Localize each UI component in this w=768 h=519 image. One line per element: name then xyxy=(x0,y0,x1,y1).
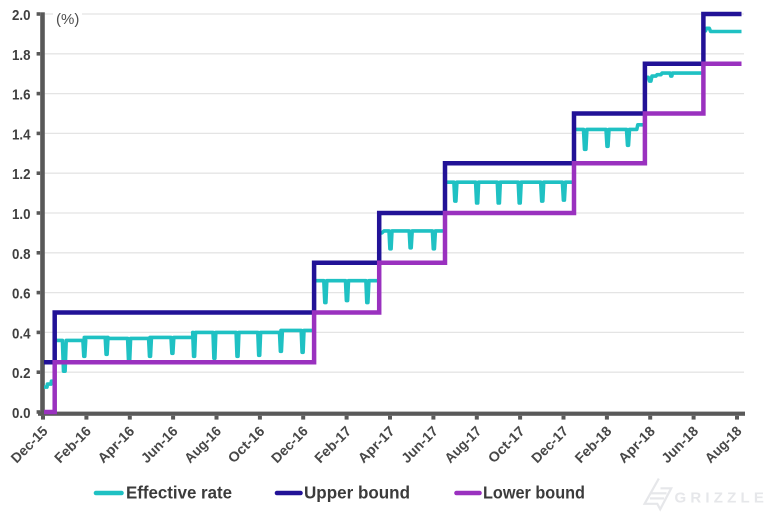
svg-text:0.8: 0.8 xyxy=(12,247,31,263)
svg-text:0.6: 0.6 xyxy=(12,287,31,303)
svg-text:1.6: 1.6 xyxy=(12,88,31,104)
svg-text:(%): (%) xyxy=(56,11,79,28)
svg-text:1.4: 1.4 xyxy=(12,127,31,143)
svg-text:Upper bound: Upper bound xyxy=(304,483,410,503)
svg-text:1.8: 1.8 xyxy=(12,48,31,64)
svg-text:0.4: 0.4 xyxy=(12,326,31,342)
svg-text:0.2: 0.2 xyxy=(12,366,31,382)
svg-text:2.0: 2.0 xyxy=(12,8,31,24)
svg-text:Lower bound: Lower bound xyxy=(483,483,585,503)
svg-text:0.0: 0.0 xyxy=(12,406,31,422)
svg-text:GRIZZLE: GRIZZLE xyxy=(675,490,768,507)
svg-text:Effective rate: Effective rate xyxy=(126,483,232,503)
svg-text:1.0: 1.0 xyxy=(12,207,31,223)
svg-text:1.2: 1.2 xyxy=(12,167,31,183)
